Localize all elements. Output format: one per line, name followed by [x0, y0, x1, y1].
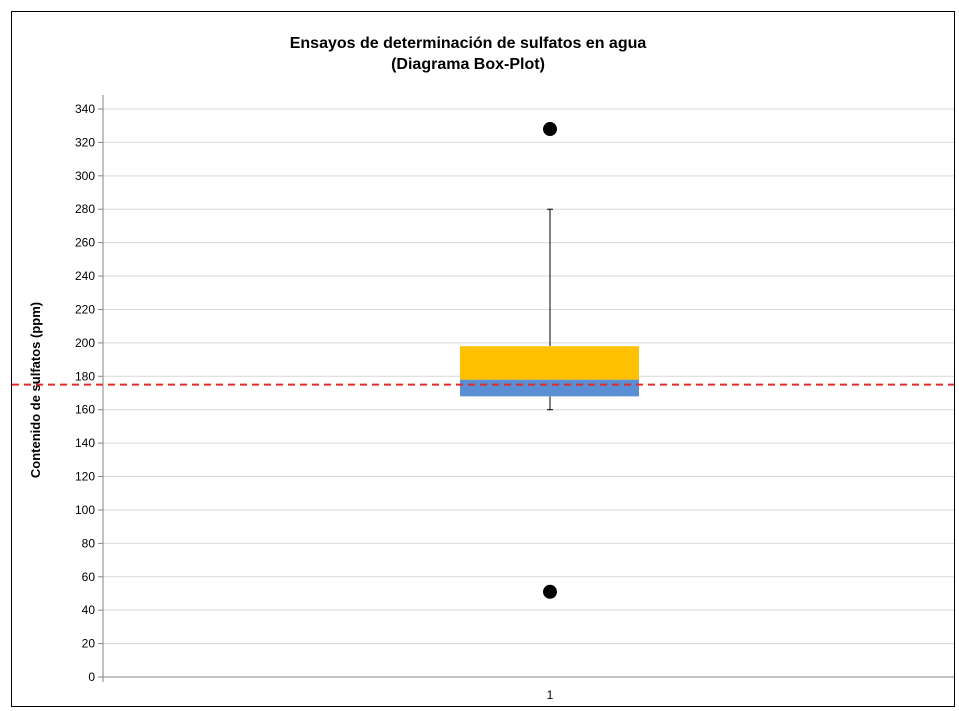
y-tick-label: 0 — [88, 670, 95, 684]
y-tick-label: 280 — [75, 202, 95, 216]
y-tick-label: 20 — [82, 637, 96, 651]
y-tick-label: 140 — [75, 436, 95, 450]
lower-box-q1-median — [460, 379, 639, 397]
y-tick-label: 60 — [82, 570, 96, 584]
y-tick-label: 300 — [75, 169, 95, 183]
y-tick-label: 340 — [75, 102, 95, 116]
chart-title: Ensayos de determinación de sulfatos en … — [290, 35, 647, 52]
y-tick-label: 220 — [75, 302, 95, 316]
y-tick-label: 40 — [82, 603, 96, 617]
y-axis-label: Contenido de sulfatos (ppm) — [28, 302, 43, 478]
outlier-point — [543, 584, 557, 599]
y-tick-label: 320 — [75, 135, 95, 149]
y-tick-label: 120 — [75, 470, 95, 484]
plot-area — [12, 122, 954, 599]
chart-frame: Ensayos de determinación de sulfatos en … — [11, 11, 955, 707]
y-tick-label: 200 — [75, 336, 95, 350]
y-tick-label: 80 — [82, 536, 96, 550]
y-tick-label: 260 — [75, 236, 95, 250]
upper-box-median-q3 — [460, 346, 639, 380]
outlier-point — [543, 122, 557, 137]
y-tick-label: 160 — [75, 403, 95, 417]
chart-subtitle: (Diagrama Box-Plot) — [391, 56, 545, 73]
y-tick-label: 240 — [75, 269, 95, 283]
gridlines — [103, 108, 954, 645]
box-plot-chart: Ensayos de determinación de sulfatos en … — [12, 35, 954, 702]
y-tick-label: 180 — [75, 369, 95, 383]
y-tick-label: 100 — [75, 503, 95, 517]
x-tick-label: 1 — [547, 688, 554, 702]
axes: 0 20 40 60 80 100 120 140 160 180 200 220 240 260 280 3… — [75, 95, 954, 702]
